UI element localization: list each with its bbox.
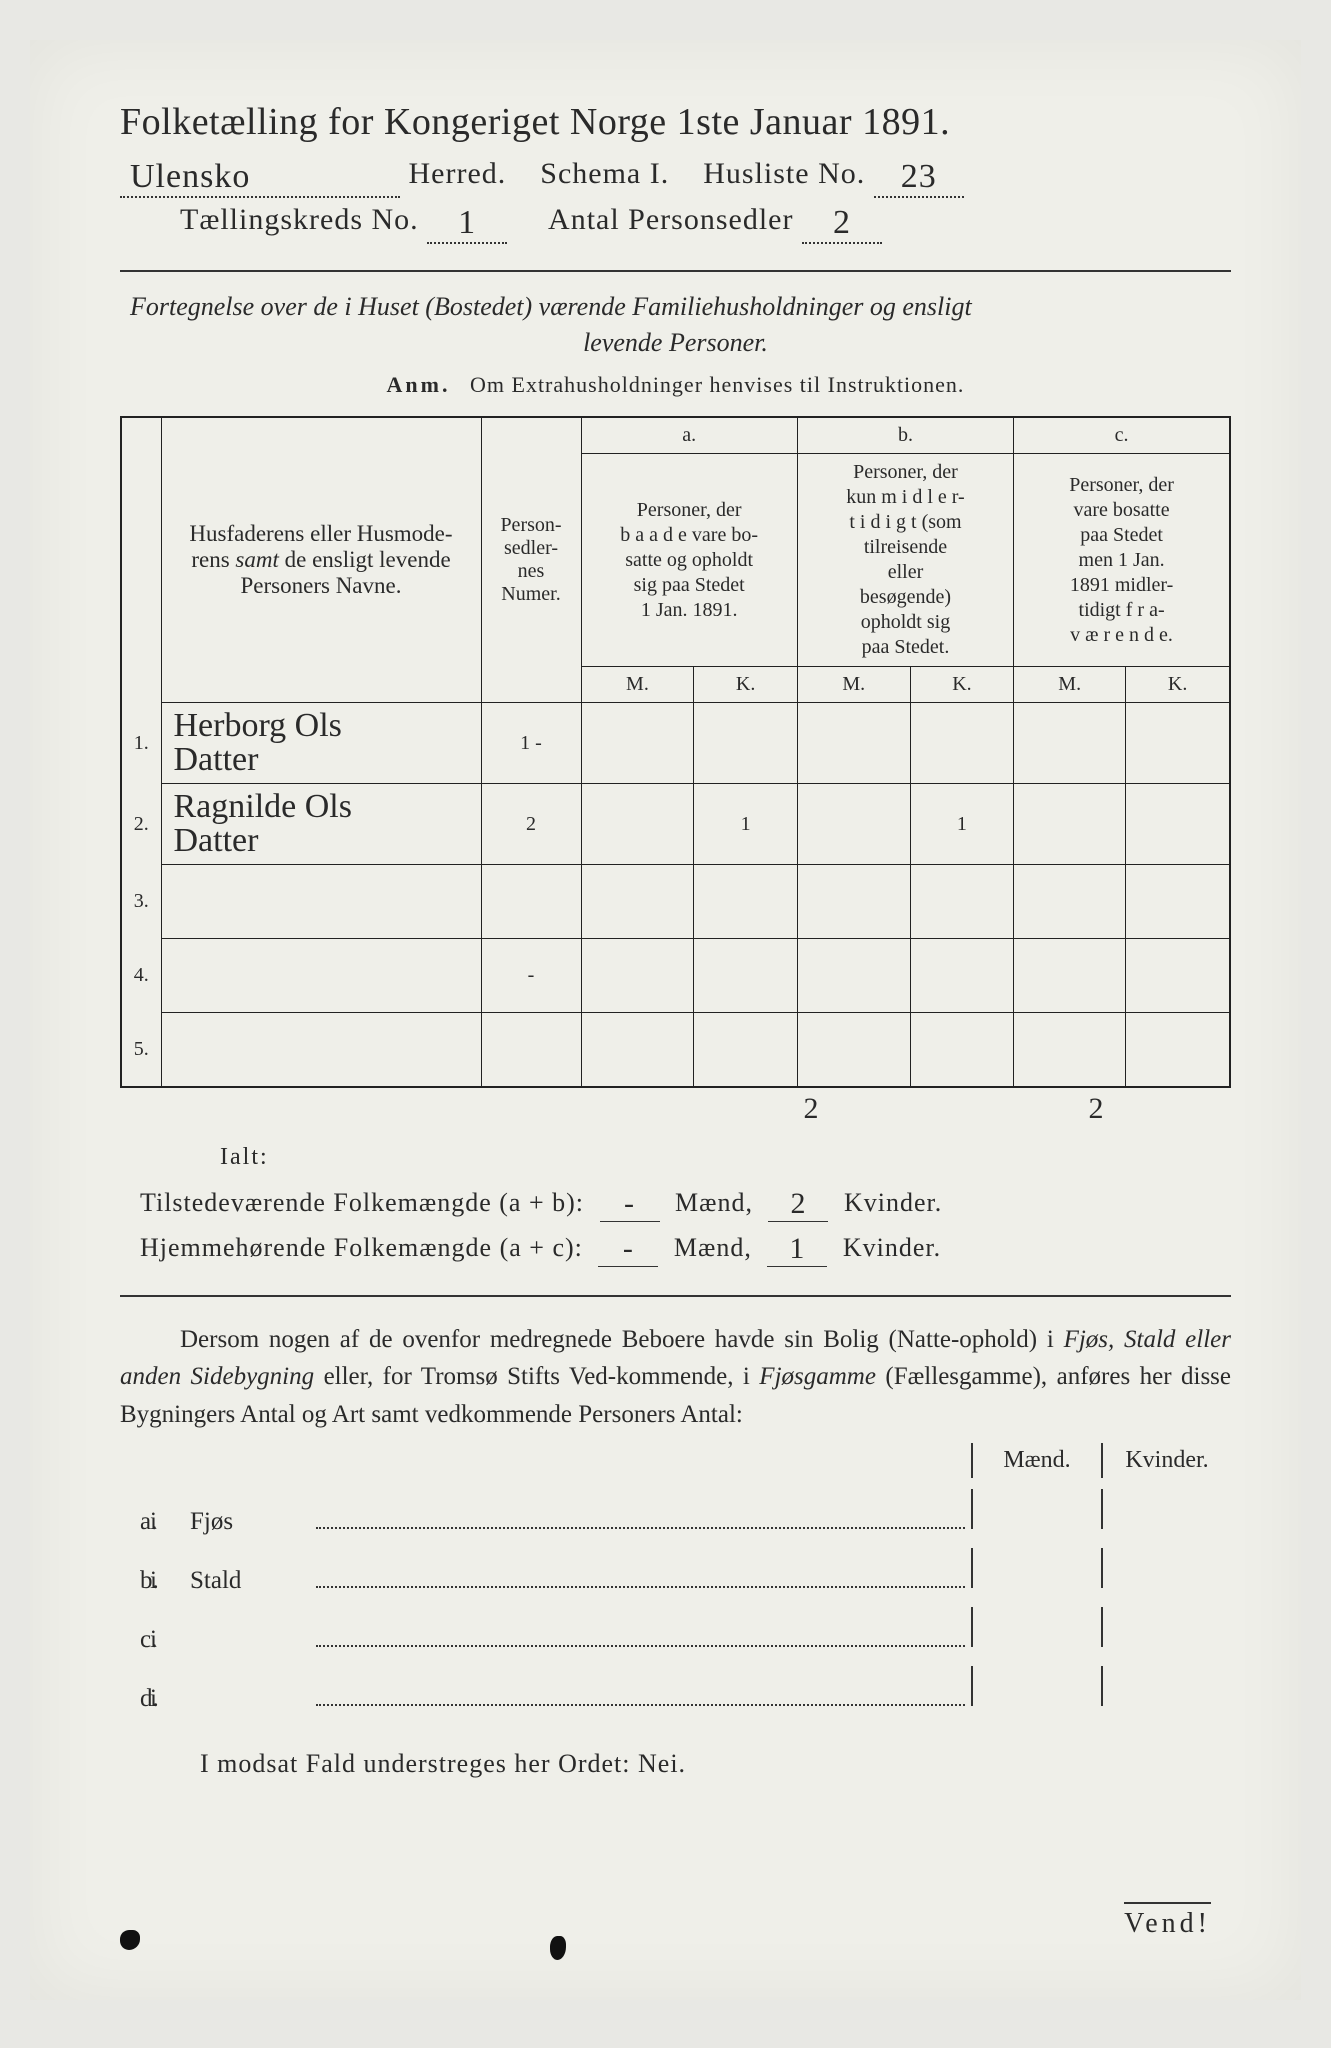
col-c-k: K.: [1126, 667, 1230, 703]
maend-label: Mænd,: [675, 1188, 753, 1217]
maend-label: Mænd,: [674, 1233, 752, 1262]
sum-line-resident: Hjemmehørende Folkemængde (a + c): - Mæn…: [120, 1230, 1231, 1265]
ink-blot-icon: [120, 1930, 140, 1950]
list-item: a. i Fjøs: [120, 1483, 1231, 1542]
kvinder-col-header: Kvinder.: [1101, 1443, 1231, 1478]
row-numer: 1 -: [481, 703, 581, 784]
col-b-k: K.: [910, 667, 1013, 703]
header-row-2: Ulensko Herred. Schema I. Husliste No. 2…: [120, 154, 1231, 194]
row-number: 1.: [121, 703, 161, 784]
row-number: 5.: [121, 1013, 161, 1087]
kreds-value: 1: [427, 204, 507, 244]
table-row: 4. -: [121, 939, 1230, 1013]
col-a-k: K.: [694, 667, 797, 703]
row-numer: 2: [481, 784, 581, 865]
col-name-header: Husfaderens eller Husmode-rens samt de e…: [161, 417, 481, 703]
row-number: 2.: [121, 784, 161, 865]
herred-label: Herred.: [409, 157, 507, 190]
description-line-1: Fortegnelse over de i Huset (Bostedet) v…: [120, 292, 1231, 322]
page-title: Folketælling for Kongeriget Norge 1ste J…: [120, 100, 1231, 144]
table-row: 3.: [121, 865, 1230, 939]
table-footer-marks: 2 2: [120, 1092, 1231, 1126]
divider: [120, 270, 1231, 272]
list-item: b. i Stald: [120, 1542, 1231, 1601]
row-name: [161, 939, 481, 1013]
row-number: 3.: [121, 865, 161, 939]
col-numer-header: Person-sedler-nesNumer.: [481, 417, 581, 703]
paragraph-outbuildings: Dersom nogen af de ovenfor medregnede Be…: [120, 1321, 1231, 1434]
row-name: [161, 865, 481, 939]
sum-present-label: Tilstedeværende Folkemængde (a + b):: [140, 1188, 584, 1217]
outbuildings-table: Mænd. Kvinder. a. i Fjøs b. i Stald c. i: [120, 1453, 1231, 1719]
col-c-letter: c.: [1014, 417, 1230, 454]
sum-resident-k: 1: [767, 1232, 827, 1267]
table-row: 5.: [121, 1013, 1230, 1087]
col-c-m: M.: [1014, 667, 1126, 703]
table-row: 1. Herborg Ols Datter 1 -: [121, 703, 1230, 784]
title-prefix: Folketælling for Kongeriget Norge 1ste J…: [120, 101, 852, 143]
anm-text: Om Extrahusholdninger henvises til Instr…: [470, 372, 964, 397]
table-header-abc: Husfaderens eller Husmode-rens samt de e…: [121, 417, 1230, 454]
row-name: Herborg Ols Datter: [161, 703, 481, 784]
sum-present-m: -: [600, 1187, 660, 1222]
husliste-value: 23: [874, 158, 964, 198]
nei-line: I modsat Fald understreges her Ordet: Ne…: [120, 1749, 1231, 1779]
row-numer: [481, 1013, 581, 1087]
col-a-desc: Personer, derb a a d e vare bo-satte og …: [581, 454, 797, 667]
col-a-letter: a.: [581, 417, 797, 454]
kvinder-label: Kvinder.: [843, 1233, 941, 1262]
annotation-line: Anm. Om Extrahusholdninger henvises til …: [120, 372, 1231, 398]
row-number: 4.: [121, 939, 161, 1013]
personsedler-value: 2: [802, 204, 882, 244]
mk-header: Mænd. Kvinder.: [971, 1443, 1231, 1478]
divider: [120, 1295, 1231, 1297]
maend-col-header: Mænd.: [971, 1443, 1101, 1478]
col-a-m: M.: [581, 667, 694, 703]
census-table: Husfaderens eller Husmode-rens samt de e…: [120, 416, 1231, 1088]
list-item: c. i: [120, 1601, 1231, 1660]
description-line-2: levende Personer.: [120, 328, 1231, 358]
col-b-desc: Personer, derkun m i d l e r-t i d i g t…: [797, 454, 1013, 667]
row-name: [161, 1013, 481, 1087]
col-b-letter: b.: [797, 417, 1013, 454]
sum-line-present: Tilstedeværende Folkemængde (a + b): - M…: [120, 1185, 1231, 1220]
row-numer: -: [481, 939, 581, 1013]
title-year: 1891.: [862, 101, 950, 143]
personsedler-label: Antal Personsedler: [548, 203, 793, 236]
row-numer: [481, 865, 581, 939]
vend-label: Vend!: [1124, 1902, 1211, 1940]
list-item: d. i: [120, 1660, 1231, 1719]
husliste-label: Husliste No.: [703, 157, 865, 190]
col-b-m: M.: [797, 667, 910, 703]
anm-label: Anm.: [387, 372, 451, 397]
ialt-label: Ialt:: [120, 1144, 1231, 1171]
sum-resident-label: Hjemmehørende Folkemængde (a + c):: [140, 1233, 583, 1262]
row-name: Ragnilde Ols Datter: [161, 784, 481, 865]
schema-label: Schema I.: [540, 157, 669, 190]
header-row-3: Tællingskreds No. 1 Antal Personsedler 2: [120, 200, 1231, 240]
sum-present-k: 2: [768, 1187, 828, 1222]
ink-blot-icon: [550, 1936, 566, 1960]
sum-resident-m: -: [598, 1232, 658, 1267]
col-c-desc: Personer, dervare bosattepaa Stedetmen 1…: [1014, 454, 1230, 667]
kvinder-label: Kvinder.: [844, 1188, 942, 1217]
herred-value: Ulensko: [120, 158, 400, 198]
kreds-label: Tællingskreds No.: [180, 203, 419, 236]
table-row: 2. Ragnilde Ols Datter 2 1 1: [121, 784, 1230, 865]
census-form-page: Folketælling for Kongeriget Norge 1ste J…: [30, 40, 1301, 2000]
